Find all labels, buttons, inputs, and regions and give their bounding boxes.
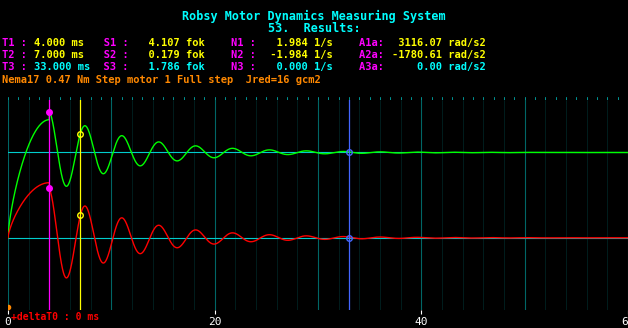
Text: 1.984 1/s: 1.984 1/s [264, 38, 333, 48]
Text: S1 :: S1 : [85, 38, 135, 48]
Text: 7.000 ms: 7.000 ms [34, 50, 84, 60]
Text: Robsy Motor Dynamics Measuring System: Robsy Motor Dynamics Measuring System [182, 10, 446, 23]
Text: A3a:: A3a: [334, 62, 391, 72]
Text: T2 :: T2 : [2, 50, 33, 60]
Text: 0.179 fok: 0.179 fok [136, 50, 205, 60]
Text: S2 :: S2 : [85, 50, 135, 60]
Text: 1.786 fok: 1.786 fok [136, 62, 205, 72]
Text: -1780.61 rad/s2: -1780.61 rad/s2 [392, 50, 485, 60]
Text: A1a:: A1a: [334, 38, 391, 48]
Text: T1 :: T1 : [2, 38, 33, 48]
Text: 53.  Results:: 53. Results: [268, 22, 360, 35]
Text: N1 :: N1 : [207, 38, 263, 48]
Text: 4.107 fok: 4.107 fok [136, 38, 205, 48]
Text: S3 :: S3 : [92, 62, 135, 72]
Text: A2a:: A2a: [334, 50, 391, 60]
Text: 4.000 ms: 4.000 ms [34, 38, 84, 48]
Text: +deltaT0 : 0 ms: +deltaT0 : 0 ms [11, 312, 99, 322]
Text: T3 :: T3 : [2, 62, 33, 72]
Text: Nema17 0.47 Nm Step motor 1 Full step  Jred=16 gcm2: Nema17 0.47 Nm Step motor 1 Full step Jr… [2, 75, 321, 85]
Text: -1.984 1/s: -1.984 1/s [264, 50, 333, 60]
Text: 33.000 ms: 33.000 ms [34, 62, 90, 72]
Text: 0.00 rad/s2: 0.00 rad/s2 [392, 62, 485, 72]
Text: N2 :: N2 : [207, 50, 263, 60]
Text: N3 :: N3 : [207, 62, 263, 72]
Text: 3116.07 rad/s2: 3116.07 rad/s2 [392, 38, 485, 48]
Text: 0.000 1/s: 0.000 1/s [264, 62, 333, 72]
